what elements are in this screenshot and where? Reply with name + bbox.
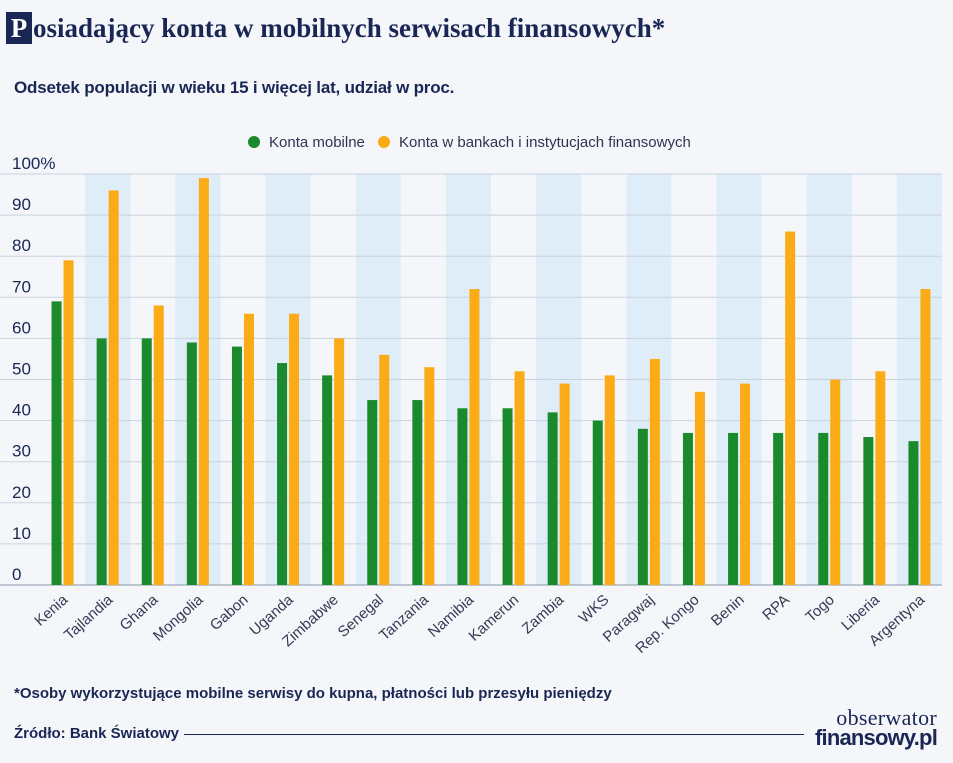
bar-bank [108, 190, 119, 585]
chart-title: P osiadający konta w mobilnych serwisach… [6, 12, 665, 44]
brand-logo: obserwator finansowy.pl [815, 705, 938, 750]
bar-mobile [908, 441, 919, 585]
bar-mobile [322, 375, 333, 585]
brand-line-1: obserwator [836, 705, 938, 730]
x-tick-label: Zambia [519, 591, 568, 638]
y-tick-label: 60 [12, 318, 31, 337]
bar-bank [63, 260, 74, 585]
bar-mobile [96, 338, 107, 585]
y-tick-label: 90 [12, 195, 31, 214]
x-tick-label: Kamerun [466, 591, 523, 644]
brand-line-2: finansowy.pl [815, 725, 938, 750]
bar-mobile [277, 363, 288, 585]
bar-mobile [231, 346, 242, 585]
bar-bank [785, 231, 796, 586]
bar-bank [875, 371, 886, 585]
bar-mobile [412, 400, 423, 585]
bar-mobile [186, 342, 197, 585]
legend-label-mobile: Konta mobilne [269, 134, 365, 151]
bar-bank [830, 379, 841, 585]
bar-bank [289, 313, 300, 585]
bar-mobile [818, 432, 829, 585]
bar-bank [649, 358, 660, 585]
bar-mobile [728, 432, 739, 585]
bar-bank [153, 305, 164, 585]
bar-mobile [592, 420, 603, 585]
y-tick-label: 10 [12, 524, 31, 543]
x-tick-label: Kenia [31, 591, 71, 630]
y-tick-label: 50 [12, 360, 31, 379]
bar-mobile [141, 338, 152, 585]
y-tick-label: 70 [12, 277, 31, 296]
source-divider [184, 734, 804, 735]
bar-bank [334, 338, 345, 585]
bar-mobile [682, 432, 693, 585]
bar-bank [740, 383, 751, 585]
y-tick-label: 20 [12, 483, 31, 502]
y-tick-label: 40 [12, 401, 31, 420]
bar-mobile [502, 408, 513, 585]
bar-mobile [773, 432, 784, 585]
bar-mobile [863, 437, 874, 585]
y-tick-label: 100% [12, 154, 55, 173]
source-label: Źródło: Bank Światowy [14, 725, 180, 742]
x-tick-label: Mongolia [150, 591, 207, 645]
bar-bank [243, 313, 254, 585]
bar-bank [198, 178, 209, 586]
bar-bank [424, 367, 435, 585]
bar-bank [694, 391, 705, 585]
legend-marker-bank [378, 136, 390, 148]
legend-marker-mobile [248, 136, 260, 148]
bar-mobile [547, 412, 558, 585]
bar-mobile [637, 428, 648, 585]
title-text: osiadający konta w mobilnych serwisach f… [33, 13, 666, 43]
y-tick-label: 80 [12, 236, 31, 255]
bar-bank [920, 289, 931, 585]
y-tick-label: 0 [12, 565, 21, 584]
bar-bank [469, 289, 480, 585]
x-tick-label: Tajlandia [61, 591, 117, 644]
x-tick-label: Benin [708, 591, 748, 629]
title-initial: P [6, 12, 32, 44]
chart-subtitle: Odsetek populacji w wieku 15 i więcej la… [14, 78, 455, 97]
bar-mobile [51, 301, 62, 585]
bar-bank [559, 383, 570, 585]
x-tick-label: RPA [759, 591, 792, 624]
bar-bank [604, 375, 615, 585]
bar-mobile [457, 408, 468, 585]
x-tick-label: Gabon [207, 591, 252, 634]
footnote: *Osoby wykorzystujące mobilne serwisy do… [14, 685, 612, 702]
legend-label-bank: Konta w bankach i instytucjach finansowy… [399, 134, 691, 151]
bar-bank [514, 371, 525, 585]
x-tick-label: Togo [802, 591, 838, 625]
x-tick-label: Tanzania [376, 591, 432, 644]
bar-bank [379, 354, 390, 585]
x-tick-label: WKS [576, 591, 613, 626]
y-tick-label: 30 [12, 442, 31, 461]
bar-mobile [367, 400, 378, 585]
